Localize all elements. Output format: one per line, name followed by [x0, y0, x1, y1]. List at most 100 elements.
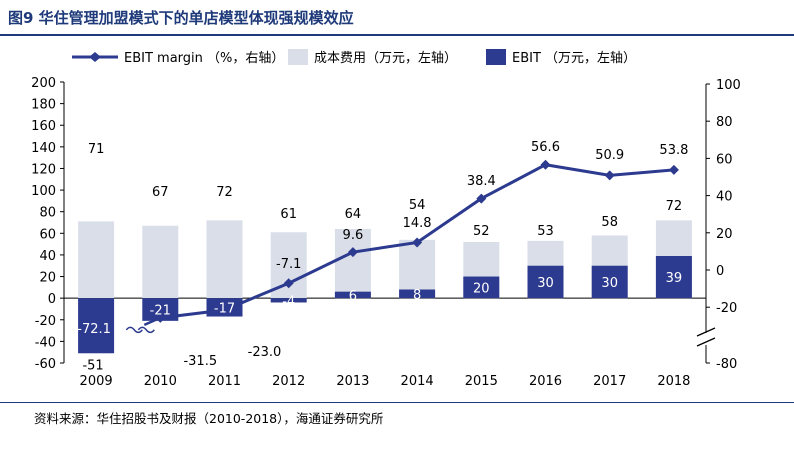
left-tick-label: -40: [35, 335, 56, 350]
left-tick-label: 100: [31, 184, 56, 199]
cost-bar: [334, 228, 371, 299]
cost-bar: [399, 239, 436, 299]
margin-point-label: 38.4: [467, 174, 496, 189]
source-bar: [0, 402, 794, 403]
ebit-bar-label: -51: [82, 358, 103, 373]
margin-point-label: -31.5: [183, 354, 217, 369]
cost-bar-label: 58: [601, 215, 618, 230]
margin-point-label: 9.6: [343, 228, 364, 243]
margin-line-break: [125, 326, 155, 334]
margin-point: [604, 170, 615, 181]
cost-bar-label: 53: [537, 224, 554, 239]
axis-break-mark: [696, 327, 716, 337]
data-labels: 71 67 72 61 64 54 52 53 58 72 -51 -21 -17 -4 6 8 20 30 30 3…: [77, 140, 688, 373]
margin-point: [347, 247, 358, 258]
legend-label-margin: EBIT margin （%，右轴）: [124, 51, 284, 66]
left-tick-label: 60: [39, 227, 56, 242]
margin-point: [155, 312, 166, 323]
left-tick-label: 160: [31, 119, 56, 134]
legend-swatch-cost: [288, 49, 308, 65]
ebit-bar-label: 8: [413, 288, 421, 303]
right-tick-label: 100: [716, 78, 741, 93]
ebit-bar: [655, 256, 692, 299]
title-bar: [0, 0, 794, 36]
cost-bar-label: 72: [666, 199, 683, 214]
left-tick-label: 0: [48, 292, 56, 307]
cost-bar-label: 52: [473, 224, 490, 239]
margin-point-label: 14.8: [403, 216, 432, 231]
ebit-bar: [270, 298, 307, 303]
margin-point: [668, 164, 679, 175]
ebit-bar: [591, 265, 628, 299]
x-tick-label: 2017: [593, 374, 626, 389]
figure-title: 图9 华住管理加盟模式下的单店模型体现强规模效应: [8, 9, 354, 27]
ebit-bar: [142, 298, 179, 321]
margin-point: [540, 159, 551, 170]
ebit-bar-label: -4: [282, 294, 295, 309]
margin-point: [476, 193, 487, 204]
cost-bar: [78, 221, 115, 299]
x-tick-label: 2016: [529, 374, 562, 389]
x-tick-label: 2010: [144, 374, 177, 389]
left-tick-label: 180: [31, 98, 56, 113]
cost-bar-label: 54: [409, 198, 426, 213]
margin-point-label: -23.0: [248, 345, 282, 360]
cost-bar-label: 61: [280, 207, 297, 222]
margin-point-label: 50.9: [595, 148, 624, 163]
ebit-bar: [527, 265, 564, 299]
x-tick-label: 2011: [208, 374, 241, 389]
axis-break-mark: [696, 337, 716, 347]
cost-bar: [206, 220, 243, 299]
cost-bar: [142, 225, 179, 299]
legend-label-ebit: EBIT （万元，左轴）: [512, 51, 636, 66]
legend: EBIT margin （%，右轴） 成本费用（万元，左轴） EBIT （万元，左轴…: [72, 49, 636, 66]
ebit-bars: [78, 256, 692, 354]
ebit-bar-label: 20: [473, 281, 490, 296]
left-tick-label: 200: [31, 76, 56, 91]
cost-bar-label: 71: [88, 142, 105, 157]
legend-swatch-ebit: [486, 49, 506, 65]
ebit-bar-label: 39: [666, 271, 683, 286]
right-tick-label: -20: [716, 301, 737, 316]
left-tick-label: 20: [39, 271, 56, 286]
left-tick-label: -60: [35, 357, 56, 372]
legend-label-cost: 成本费用（万元，左轴）: [314, 51, 457, 66]
ebit-bar-label: 30: [601, 276, 618, 291]
ebit-bar: [463, 276, 500, 299]
margin-point-label: -7.1: [276, 257, 301, 272]
left-tick-label: 40: [39, 249, 56, 264]
x-tick-label: 2018: [657, 374, 690, 389]
x-tick-label: 2015: [465, 374, 498, 389]
right-tick-label: -80: [716, 357, 737, 372]
margin-point-label: 53.8: [659, 143, 688, 158]
left-tick-label: 140: [31, 141, 56, 156]
x-tick-label: 2013: [336, 374, 369, 389]
cost-bar-label: 72: [216, 185, 233, 200]
ebit-bar-label: -21: [150, 304, 171, 319]
left-tick-label: -20: [35, 314, 56, 329]
legend-line-marker: [89, 52, 101, 62]
ebit-bar: [334, 291, 371, 299]
x-tick-label: 2012: [272, 374, 305, 389]
ebit-bar-label: 30: [537, 276, 554, 291]
ebit-bar-label: 6: [349, 289, 357, 304]
left-tick-label: 120: [31, 162, 56, 177]
margin-point: [283, 278, 294, 289]
ebit-bar: [399, 289, 436, 299]
x-tick-label: 2009: [80, 374, 113, 389]
right-tick-label: 20: [716, 227, 733, 242]
x-tick-label: 2014: [401, 374, 434, 389]
right-axis: 100 80 60 40 20 0 -20 -80: [696, 78, 741, 372]
ebit-bar: [78, 298, 115, 354]
margin-line: [125, 159, 679, 334]
x-axis: 2009 2010 2011 2012 2013 2014 2015 2016 2017 2018: [64, 297, 706, 389]
margin-point-label: -72.1: [77, 322, 111, 337]
right-tick-label: 0: [716, 264, 724, 279]
margin-point: [412, 237, 423, 248]
ebit-bar-label: -17: [214, 301, 235, 316]
chart: EBIT margin （%，右轴） 成本费用（万元，左轴） EBIT （万元，左轴…: [31, 49, 741, 389]
margin-point: [219, 304, 230, 315]
right-tick-label: 40: [716, 190, 733, 205]
margin-point-label: 56.6: [531, 140, 560, 155]
